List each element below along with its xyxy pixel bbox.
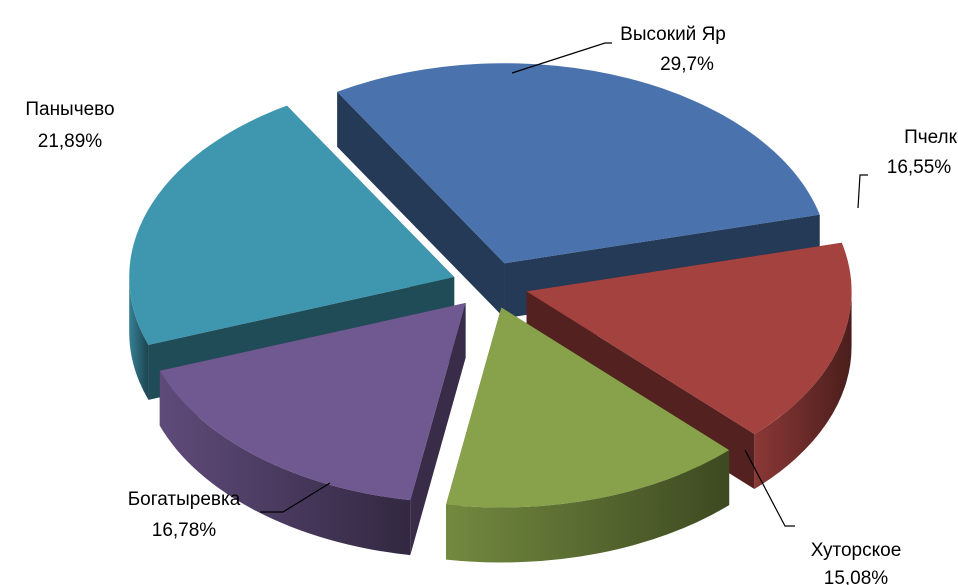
slice-side-wall-высокий-яр-1 — [337, 91, 505, 319]
slice-outer-wall-панычево — [129, 277, 149, 400]
leader-line-высокий-яр — [511, 42, 612, 74]
slice-top-высокий-яр — [337, 63, 820, 264]
slice-top-богатыревка — [159, 303, 466, 501]
slice-name-label-пчелка: Пчелка — [904, 127, 958, 148]
slice-value-label-высокий-яр: 29,7% — [660, 54, 714, 75]
slice-name-label-панычево: Панычево — [25, 99, 114, 120]
slice-хуторское — [446, 307, 730, 563]
slice-value-label-панычево: 21,89% — [38, 131, 103, 152]
slice-top-хуторское — [446, 307, 730, 508]
slice-side-wall-богатыревка-1 — [410, 303, 466, 556]
leader-line-богатыревка — [260, 482, 331, 513]
leader-line-хуторское — [744, 449, 795, 527]
slice-name-label-высокий-яр: Высокий Яр — [620, 24, 726, 45]
slice-top-пчелка — [526, 242, 852, 435]
slice-outer-wall-богатыревка — [159, 370, 411, 556]
leader-line-пчелка — [857, 174, 868, 209]
slice-name-label-хуторское: Хуторское — [811, 540, 902, 561]
slice-value-label-богатыревка: 16,78% — [152, 520, 217, 541]
slice-name-label-богатыревка: Богатыревка — [128, 489, 241, 510]
slice-богатыревка — [159, 303, 466, 556]
slice-value-label-пчелка: 16,55% — [887, 157, 952, 178]
slice-outer-wall-хуторское — [446, 450, 730, 563]
slice-top-панычево — [129, 105, 455, 345]
slice-outer-wall-пчелка — [754, 291, 852, 490]
slice-value-label-хуторское: 15,08% — [824, 568, 889, 585]
